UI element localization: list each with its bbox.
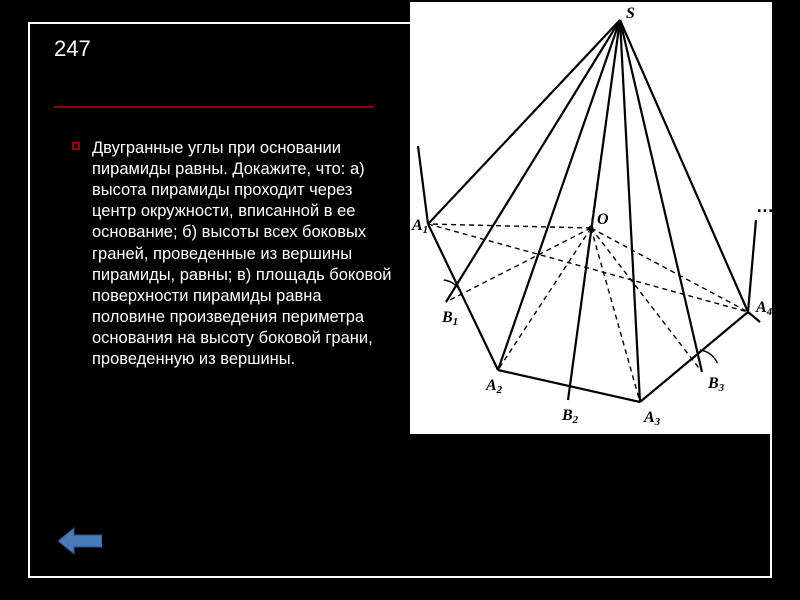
slide-frame: 247 Двугранные углы при основании пирами… <box>28 22 772 578</box>
svg-text:A2: A2 <box>485 377 503 396</box>
svg-text:A1: A1 <box>411 217 428 236</box>
svg-text:…: … <box>756 196 772 216</box>
slide-number: 247 <box>54 36 91 61</box>
svg-text:B1: B1 <box>441 309 458 328</box>
body-text: Двугранные углы при основании пирамиды р… <box>92 138 394 370</box>
diagram-svg: S O A1 A2 A3 A4 B1 B2 B3 … <box>410 2 772 434</box>
svg-text:B2: B2 <box>561 407 579 426</box>
svg-text:B3: B3 <box>707 375 725 394</box>
svg-text:A3: A3 <box>643 409 661 428</box>
svg-text:O: O <box>597 211 609 228</box>
pyramid-diagram: S O A1 A2 A3 A4 B1 B2 B3 … <box>410 2 772 434</box>
arrow-left-icon <box>58 526 102 556</box>
bullet-icon <box>72 142 80 150</box>
back-arrow-button[interactable] <box>58 526 102 556</box>
svg-text:A4: A4 <box>755 299 772 318</box>
svg-text:S: S <box>626 5 635 22</box>
accent-line <box>54 106 374 108</box>
title-area: 247 <box>54 36 254 62</box>
